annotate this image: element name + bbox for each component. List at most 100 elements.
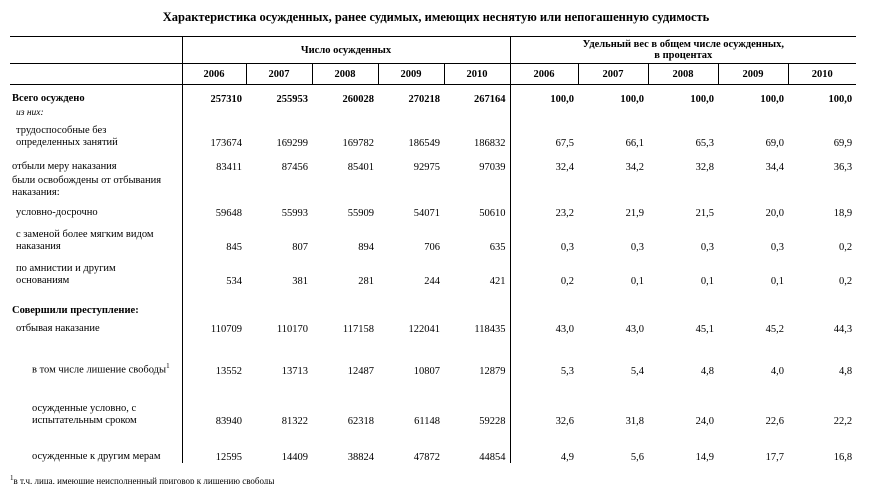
count-cell: 59648	[181, 198, 246, 219]
header-year-share: 2007	[577, 63, 649, 85]
count-cell: 10807	[413, 365, 440, 377]
share-cell: 24,0	[695, 415, 715, 427]
row-label: в том числе лишение свободы1	[10, 335, 182, 377]
table-row: были освобождены от отбывания наказания:	[10, 172, 856, 199]
share-cell: 5,4	[630, 365, 645, 377]
share-cell: 22,6	[765, 415, 785, 427]
count-cell: 85401	[347, 161, 374, 173]
share-cell: 100,0	[509, 84, 579, 105]
count-cell: 117158	[342, 323, 374, 335]
header-share-line1: Удельный вес в общем числе осужденных,	[582, 39, 784, 50]
share-cell	[718, 287, 788, 317]
count-cell: 87456	[281, 161, 308, 173]
share-cell: 69,9	[833, 137, 853, 149]
row-label-text-line2: наказания:	[12, 186, 60, 198]
count-cell: 55909	[347, 207, 374, 219]
count-cell: 13713	[281, 365, 308, 377]
share-cell	[648, 105, 718, 119]
share-cell	[648, 287, 718, 317]
share-cell	[718, 173, 788, 199]
count-cell: 92975	[413, 161, 440, 173]
table-row: отбыли меру наказания 83411 87456 85401 9297…	[10, 148, 856, 173]
share-cell: 0,1	[630, 275, 645, 287]
share-cell: 21,9	[625, 207, 645, 219]
count-cell: 807	[292, 241, 308, 253]
share-cell: 18,9	[833, 207, 853, 219]
share-cell: 43,0	[625, 323, 645, 335]
count-cell	[444, 105, 510, 119]
share-cell	[578, 287, 648, 317]
footnote: 1в т.ч. лица, имеющие неисполненный приг…	[10, 474, 274, 484]
row-label: Совершили преступление:	[10, 287, 182, 317]
table-row: с заменой более мягким видом наказания 845…	[10, 218, 856, 253]
table-row: Всего осуждено 257310 255953 260028 270218 26…	[10, 84, 856, 105]
table-row: в том числе лишение свободы1 13552 13713 12…	[10, 334, 856, 377]
row-label: отбывая наказание	[10, 317, 182, 335]
row-label: условно-досрочно	[10, 199, 182, 219]
share-cell: 23,2	[509, 198, 579, 219]
count-cell: 12595	[181, 426, 246, 463]
count-cell	[181, 104, 246, 119]
share-cell	[788, 105, 856, 119]
header-year-count: 2009	[377, 63, 444, 85]
share-cell: 34,2	[625, 161, 645, 173]
count-cell: 61148	[414, 415, 440, 427]
share-cell: 65,3	[695, 137, 715, 149]
count-cell	[378, 173, 444, 199]
count-cell	[378, 105, 444, 119]
count-cell: 534	[181, 252, 246, 287]
table-row: условно-досрочно 59648 55993 55909 54071 5061…	[10, 198, 856, 219]
header-year-share: 2010	[787, 63, 857, 85]
share-cell: 0,3	[630, 241, 645, 253]
table-row: из них:	[10, 104, 856, 119]
share-cell: 0,1	[700, 275, 715, 287]
count-cell: 894	[358, 241, 374, 253]
header-blank-years	[10, 63, 182, 85]
share-cell: 0,3	[700, 241, 715, 253]
count-cell	[181, 172, 246, 199]
count-cell: 169782	[342, 137, 375, 149]
row-label-text: отбыли меру наказания	[12, 160, 117, 172]
count-cell	[444, 173, 510, 199]
count-cell: 635	[489, 241, 506, 253]
share-cell: 32,6	[509, 376, 579, 427]
share-cell: 17,7	[765, 451, 785, 463]
count-cell: 244	[424, 275, 440, 287]
count-cell: 81322	[281, 415, 308, 427]
count-cell	[312, 173, 378, 199]
share-cell	[788, 287, 856, 317]
share-cell: 22,2	[833, 415, 853, 427]
count-cell	[444, 287, 510, 317]
share-cell: 5,3	[509, 334, 579, 377]
share-cell	[509, 104, 579, 119]
header-year-count: 2007	[245, 63, 312, 85]
statistics-table: Число осужденных Удельный вес в общем чи…	[10, 36, 857, 463]
header-share-line2: в процентах	[654, 50, 713, 61]
table-row: отбывая наказание 110709 110170 117158 12204…	[10, 316, 856, 335]
table-row: осужденные условно, с испытательным сроко…	[10, 376, 856, 427]
row-label-text: осужденные к другим мерам	[32, 450, 161, 462]
count-cell	[246, 287, 312, 317]
count-cell: 97039	[479, 161, 506, 173]
share-cell: 34,4	[765, 161, 785, 173]
count-cell: 381	[292, 275, 308, 287]
count-cell: 44854	[479, 451, 506, 463]
row-label-text: по амнистии и другим	[16, 262, 116, 274]
share-cell: 0,1	[770, 275, 785, 287]
share-cell	[509, 286, 579, 317]
share-cell	[788, 173, 856, 199]
share-cell: 45,2	[765, 323, 785, 335]
count-cell: 13552	[181, 334, 246, 377]
count-cell: 169299	[276, 137, 309, 149]
share-cell: 0,2	[509, 252, 579, 287]
share-cell: 0,3	[770, 241, 785, 253]
count-cell: 62318	[347, 415, 374, 427]
header-year-share: 2008	[647, 63, 719, 85]
share-cell: 4,9	[509, 426, 579, 463]
count-cell: 267164	[474, 93, 506, 105]
count-cell: 845	[181, 218, 246, 253]
share-cell: 32,4	[509, 148, 579, 173]
header-group-count: Число осужденных	[181, 36, 511, 64]
count-cell	[312, 287, 378, 317]
share-cell	[718, 105, 788, 119]
